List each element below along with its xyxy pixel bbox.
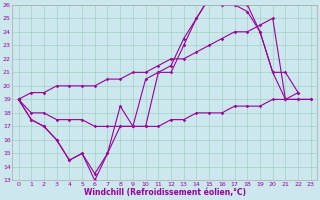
X-axis label: Windchill (Refroidissement éolien,°C): Windchill (Refroidissement éolien,°C) (84, 188, 246, 197)
